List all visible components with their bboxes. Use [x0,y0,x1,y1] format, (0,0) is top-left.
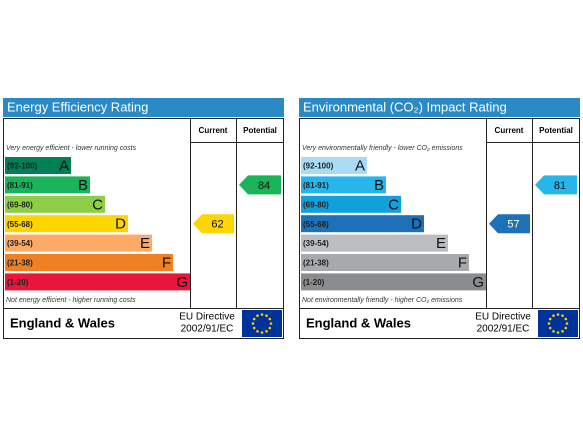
header-current: Current [199,126,228,135]
top-note: Very environmentally friendly - lower CO… [302,145,463,152]
band-range: (39-54) [303,239,329,248]
band-letter: A [355,157,365,174]
current-arrow [193,214,234,234]
rating-band [5,234,152,252]
band-range: (69-80) [7,200,33,209]
eu-star [565,322,569,325]
eu-star [265,314,268,318]
potential-value: 84 [258,180,270,192]
rating-band [5,215,128,233]
eu-star [260,331,264,334]
eu-star [564,326,568,330]
band-letter: F [162,254,171,271]
eu-star [561,329,564,333]
rating-band [5,195,105,213]
frame [299,118,580,339]
header-potential: Potential [539,126,573,135]
band-letter: D [411,216,422,233]
band-letter: B [78,177,88,194]
rating-band [5,176,90,194]
band-letter: E [140,235,150,252]
band-range: (81-91) [303,181,329,190]
potential-arrow [535,175,577,195]
eu-star [268,326,272,330]
band-letter: G [472,274,484,291]
rating-band [301,195,401,213]
band-letter: C [388,196,399,213]
band-range: (1-20) [303,278,325,287]
band-range: (1-20) [7,278,29,287]
band-letter: B [374,177,384,194]
current-arrow [489,214,530,234]
band-letter: G [176,274,188,291]
band-letter: E [436,235,446,252]
eu-star [548,326,552,330]
potential-value: 81 [554,180,566,192]
panel-title: Energy Efficiency Rating [7,99,148,114]
eu-star [564,317,568,321]
rating-band [5,273,190,291]
rating-band [301,176,386,194]
region: England & Wales [306,315,411,330]
current-value: 57 [507,219,519,231]
rating-band [301,273,486,291]
directive-line-1: EU Directive [475,312,531,323]
bottom-note: Not environmentally friendly - higher CO… [302,297,463,304]
eu-star [548,317,552,321]
eu-star [252,317,256,321]
eu-star [556,331,560,334]
panel-title: Environmental (CO₂) Impact Rating [303,99,507,114]
top-note: Very energy efficient - lower running co… [6,145,137,152]
band-range: (81-91) [7,181,33,190]
band-range: (39-54) [7,239,33,248]
band-letter: C [92,196,103,213]
rating-band [301,157,367,174]
eu-star [552,314,555,318]
directive-line-1: EU Directive [179,312,235,323]
rating-panel: Environmental (CO₂) Impact Rating Current… [299,98,580,339]
band-range: (69-80) [303,200,329,209]
eu-star [256,314,259,318]
bottom-note: Not energy efficient - higher running co… [6,297,136,304]
directive-line-2: 2002/91/EC [181,324,234,335]
directive-line-2: 2002/91/EC [477,324,530,335]
band-letter: D [115,216,126,233]
eu-star [561,314,564,318]
eu-star [256,329,259,333]
header-current: Current [495,126,524,135]
band-range: (21-38) [7,259,33,268]
rating-band [5,157,71,174]
eu-star [252,326,256,330]
potential-arrow [239,175,281,195]
eu-star [552,329,555,333]
band-range: (92-100) [303,162,334,171]
rating-panel: Energy Efficiency Rating Current Potential… [3,98,284,339]
band-range: (21-38) [303,259,329,268]
current-value: 62 [211,219,223,231]
title-bar [3,98,284,117]
band-range: (92-100) [7,162,38,171]
frame [3,118,284,339]
eu-star [265,329,268,333]
title-bar [299,98,580,117]
eu-star [556,313,560,316]
header-potential: Potential [243,126,277,135]
band-range: (55-68) [7,220,33,229]
eu-star [251,322,255,325]
eu-star [260,313,264,316]
rating-band [5,254,173,271]
rating-band [301,234,448,252]
rating-band [301,215,424,233]
rating-band [301,254,469,271]
region: England & Wales [10,315,115,330]
eu-star [269,322,273,325]
eu-star [547,322,551,325]
band-range: (55-68) [303,220,329,229]
eu-star [268,317,272,321]
band-letter: A [59,157,69,174]
band-letter: F [458,254,467,271]
